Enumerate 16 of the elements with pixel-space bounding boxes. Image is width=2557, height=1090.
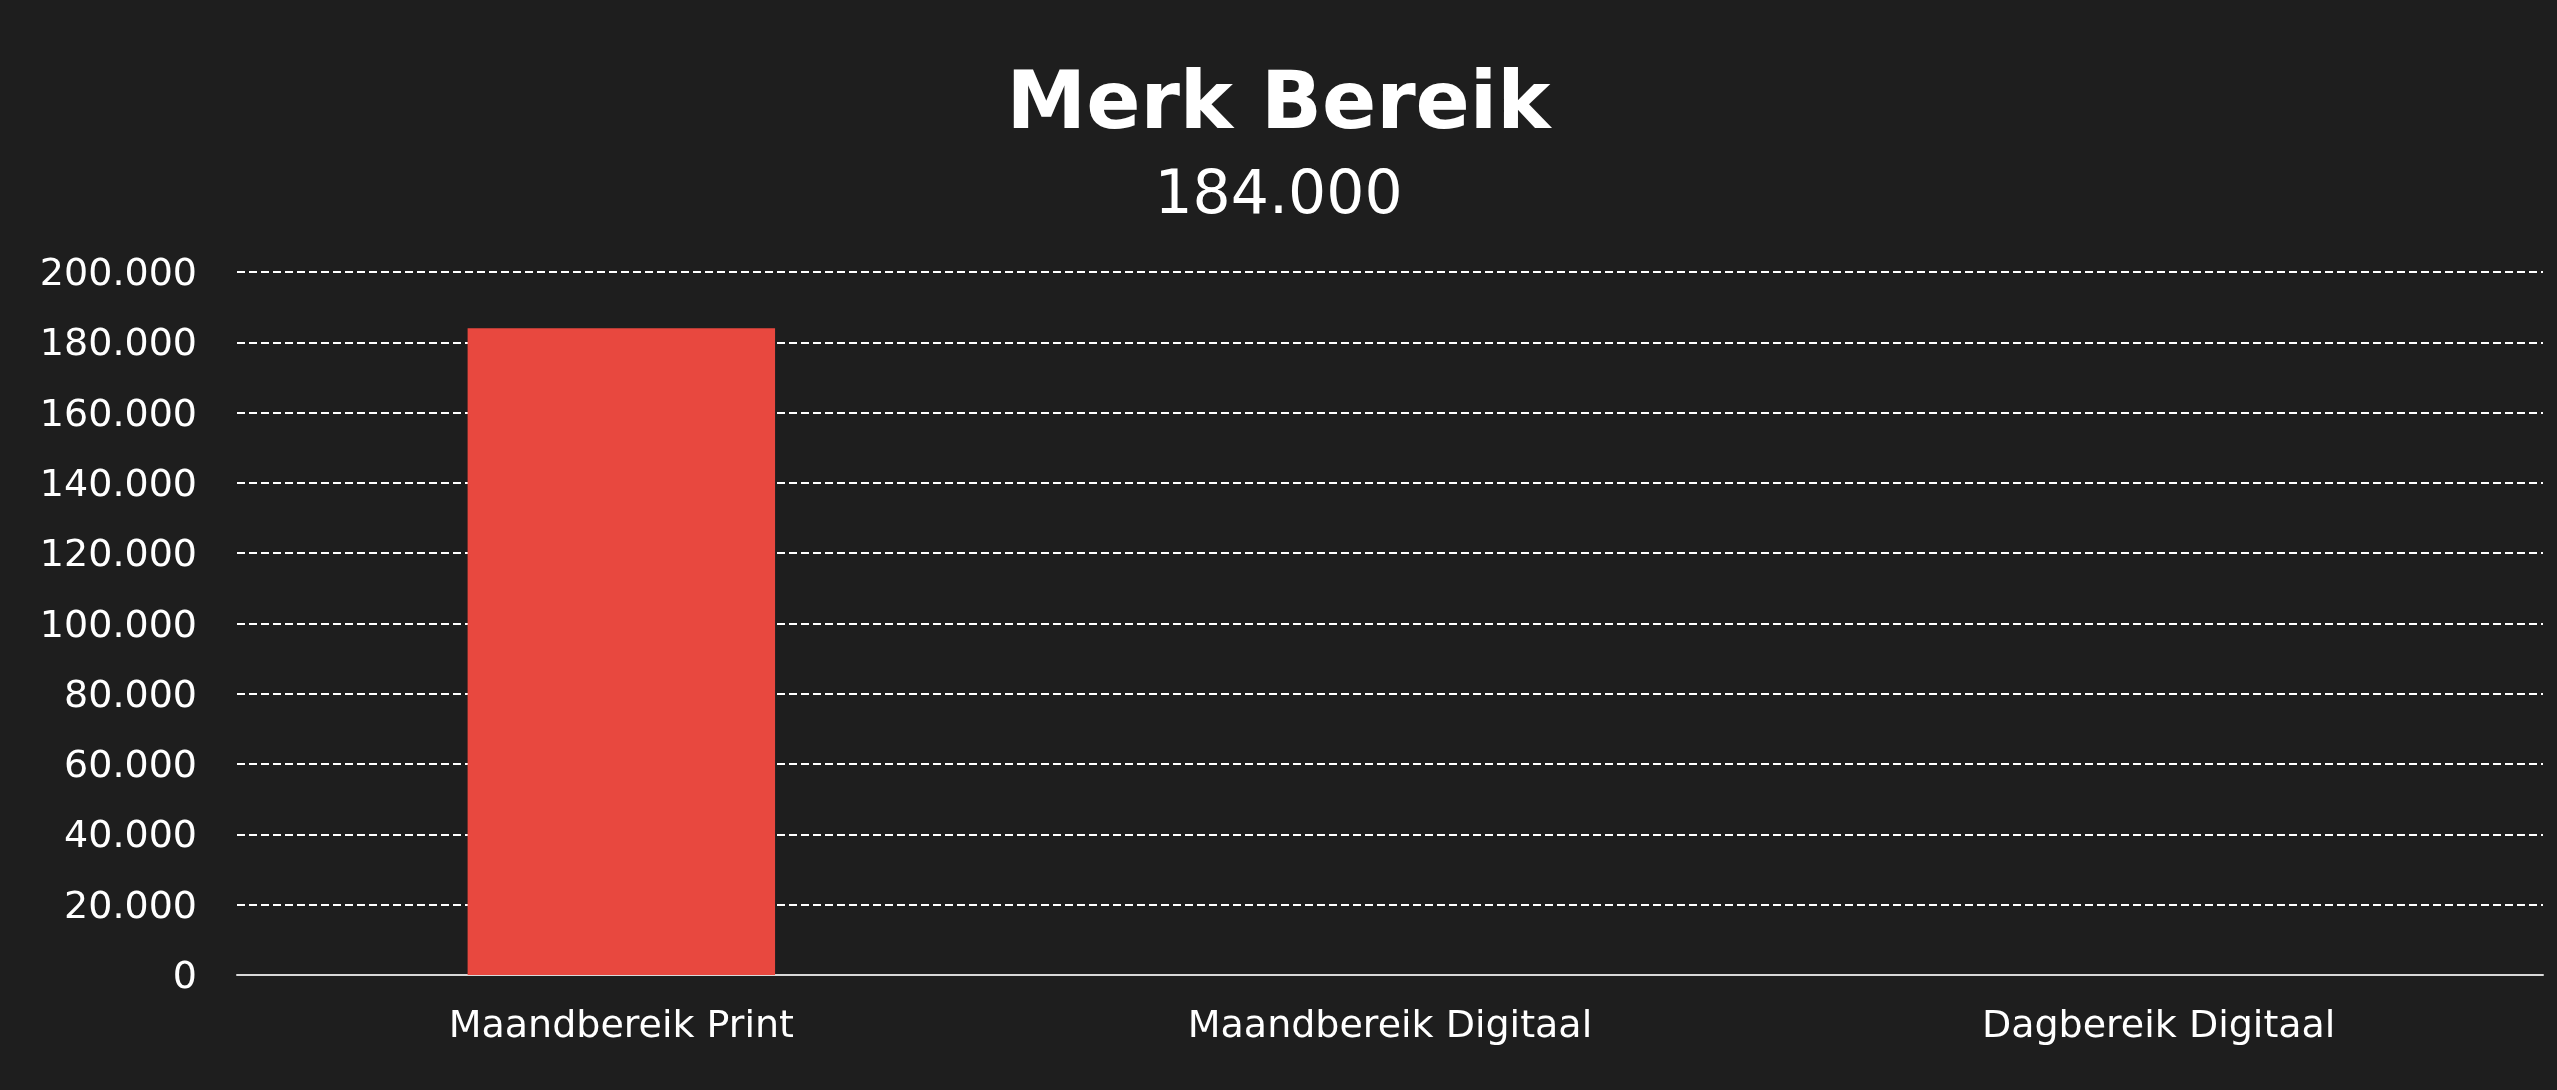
y-tick-label: 120.000 <box>39 531 197 576</box>
x-tick-label: Maandbereik Digitaal <box>1187 1002 1593 1046</box>
y-tick-label: 180.000 <box>39 320 197 365</box>
y-tick-label: 160.000 <box>39 390 197 435</box>
chart-subtitle: 184.000 <box>1154 157 1403 227</box>
y-tick-label: 100.000 <box>39 601 197 646</box>
y-tick-label: 0 <box>172 953 197 997</box>
y-tick-label: 20.000 <box>64 882 197 927</box>
y-tick-label: 40.000 <box>64 812 197 857</box>
x-tick-label: Dagbereik Digitaal <box>1981 1002 2336 1046</box>
x-tick-label: Maandbereik Print <box>448 1002 794 1046</box>
y-tick-label: 200.000 <box>39 250 197 294</box>
y-tick-label: 140.000 <box>39 460 197 505</box>
y-tick-label: 60.000 <box>64 742 197 787</box>
y-tick-label: 80.000 <box>64 671 197 716</box>
chart-title: Merk Bereik <box>1006 53 1553 147</box>
